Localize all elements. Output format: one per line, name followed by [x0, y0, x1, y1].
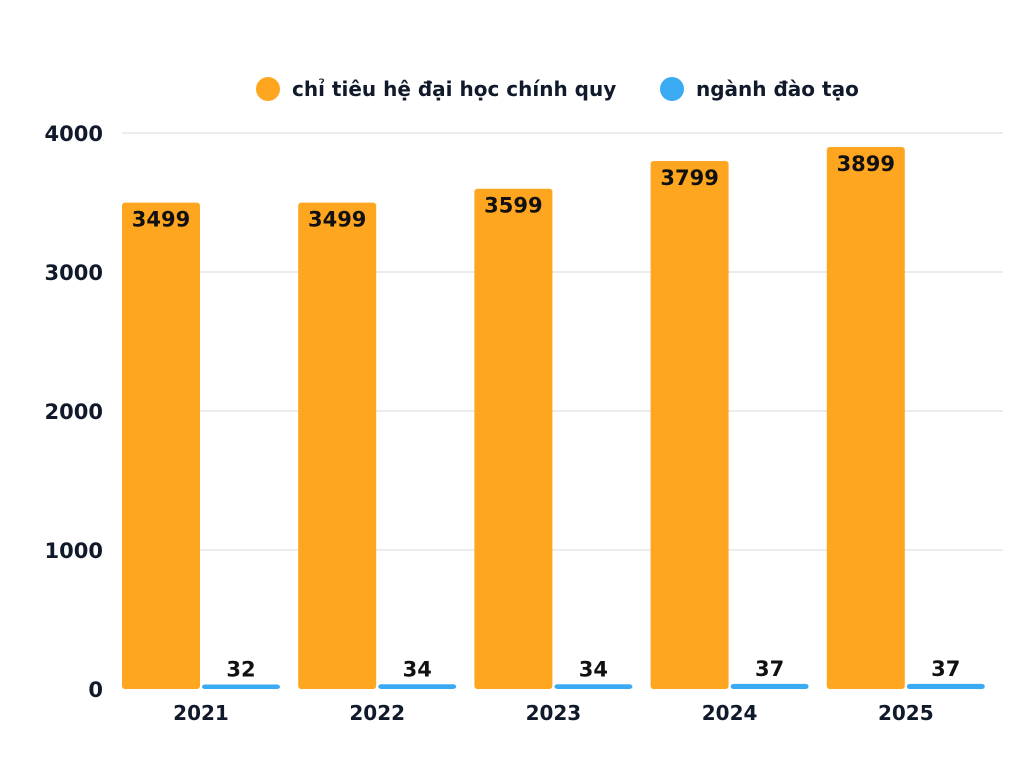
legend-marker-chi-tieu — [256, 77, 280, 101]
bar-chi-tieu-2024 — [650, 160, 729, 690]
y-tick-label: 1000 — [45, 539, 103, 563]
x-tick-label: 2025 — [878, 701, 934, 725]
bar-chi-tieu-2022 — [298, 202, 377, 689]
y-tick-label: 4000 — [45, 122, 103, 146]
data-label: 3799 — [660, 166, 718, 190]
data-label: 3499 — [132, 208, 190, 232]
y-tick-label: 3000 — [45, 261, 103, 285]
data-label: 37 — [755, 657, 784, 681]
x-tick-label: 2021 — [173, 701, 229, 725]
bars — [122, 147, 985, 690]
data-label: 37 — [931, 657, 960, 681]
bar-nganh-dao-tao-2022 — [378, 684, 457, 689]
data-label: 3899 — [837, 152, 895, 176]
data-label: 3499 — [308, 208, 366, 232]
data-labels: 3499 32 3499 34 3599 34 3799 37 3899 37 — [132, 152, 961, 682]
legend-label-chi-tieu: chỉ tiêu hệ đại học chính quy — [292, 77, 616, 101]
data-label: 34 — [403, 657, 432, 681]
data-label: 32 — [226, 658, 255, 682]
bar-nganh-dao-tao-2021 — [202, 684, 280, 689]
legend: chỉ tiêu hệ đại học chính quy ngành đào … — [256, 77, 859, 101]
data-label: 34 — [579, 657, 608, 681]
y-axis: 0 1000 2000 3000 4000 — [45, 122, 103, 702]
y-tick-label: 2000 — [45, 400, 103, 424]
bar-chi-tieu-2025 — [826, 147, 905, 689]
x-axis: 2021 2022 2023 2024 2025 — [173, 701, 933, 725]
bar-chi-tieu-2021 — [122, 202, 200, 689]
bar-chi-tieu-2023 — [474, 188, 553, 689]
bar-nganh-dao-tao-2023 — [554, 684, 633, 689]
x-tick-label: 2022 — [349, 701, 405, 725]
x-tick-label: 2023 — [526, 701, 582, 725]
bar-nganh-dao-tao-2024 — [730, 683, 809, 689]
data-label: 3599 — [484, 194, 542, 218]
legend-marker-nganh-dao-tao — [660, 77, 684, 101]
legend-label-nganh-dao-tao: ngành đào tạo — [696, 77, 859, 101]
y-tick-label: 0 — [88, 678, 103, 702]
bar-nganh-dao-tao-2025 — [906, 683, 985, 689]
x-tick-label: 2024 — [702, 701, 758, 725]
